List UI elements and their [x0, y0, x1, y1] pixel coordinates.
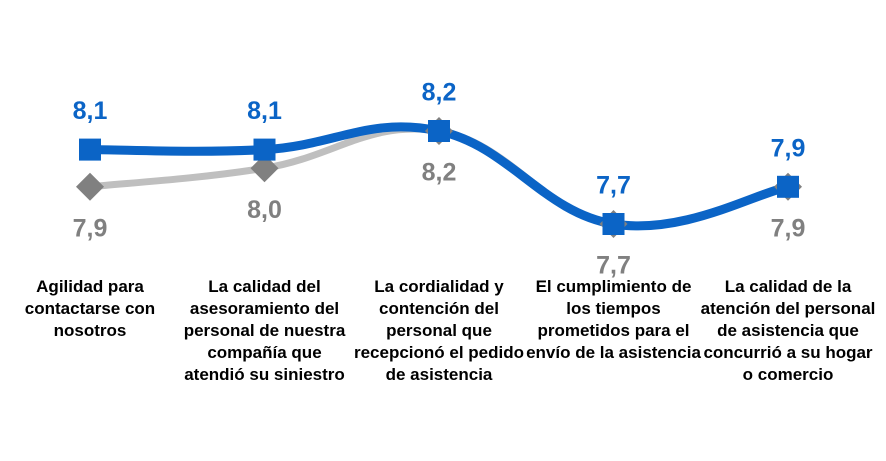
data-label: 7,9	[73, 214, 108, 242]
data-label: 7,9	[771, 214, 806, 242]
data-label: 8,2	[422, 159, 457, 187]
data-label: 7,9	[771, 134, 806, 162]
category-label: La calidad de la atención del personal d…	[700, 277, 876, 384]
data-label: 8,1	[247, 97, 282, 125]
category-label: El cumplimiento de los tiempos prometido…	[526, 277, 701, 362]
data-label: 8,0	[247, 196, 282, 224]
marker	[602, 213, 625, 235]
category-label: Agilidad para contactarse con nosotros	[24, 277, 156, 340]
data-label: 8,1	[73, 97, 108, 125]
category-label: La cordialidad y contención del personal…	[353, 277, 525, 384]
marker	[79, 138, 101, 161]
marker	[250, 154, 279, 183]
data-label: 7,7	[596, 252, 631, 280]
marker	[76, 172, 104, 201]
category-label: La calidad del asesoramiento del persona…	[183, 277, 346, 384]
marker	[253, 138, 276, 161]
marker	[428, 120, 450, 142]
marker	[777, 175, 799, 198]
data-label: 8,2	[422, 79, 457, 107]
data-label: 7,7	[596, 172, 631, 200]
